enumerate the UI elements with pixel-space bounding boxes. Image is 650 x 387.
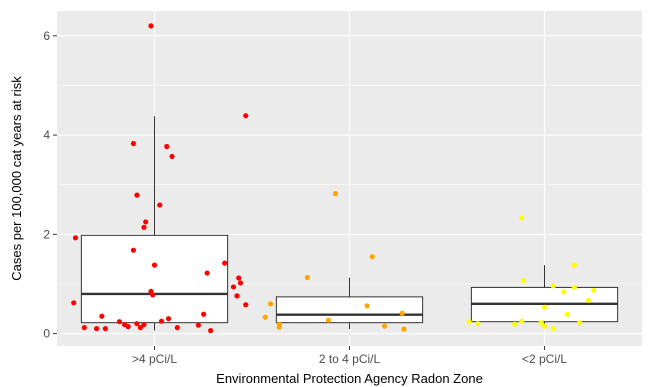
points-layer [71,23,597,334]
data-point [541,323,548,329]
data-point [520,277,527,284]
data-point [325,317,332,323]
data-point [222,260,228,266]
data-point [130,140,137,147]
data-point [125,324,131,330]
data-point [364,303,370,309]
data-point [195,322,201,328]
data-point [99,313,105,319]
y-axis: 0 2 4 6 [43,29,57,341]
box-body [80,234,229,324]
x-tick-label: <2 pCi/L [522,352,567,366]
data-point [591,287,597,294]
data-point [267,301,274,307]
box-body [275,296,424,324]
data-point [550,283,556,289]
data-point [237,280,244,286]
data-point [382,323,388,329]
data-point [561,289,567,295]
data-point [401,326,407,332]
data-point [158,318,165,324]
data-point [148,23,154,29]
box-group [80,116,229,331]
data-point [93,326,100,332]
data-point [369,254,375,260]
data-point [141,322,147,328]
data-point [236,275,242,281]
data-point [243,302,249,308]
data-point [519,215,525,221]
x-axis: >4 pCi/L 2 to 4 pCi/L <2 pCi/L [132,346,567,366]
data-point [475,321,481,327]
data-point [143,219,149,225]
data-point [208,328,214,334]
data-point [141,224,147,230]
data-point [512,321,518,327]
y-axis-title: Cases per 100,000 cat years at risk [9,76,24,281]
x-tick-label: 2 to 4 pCi/L [319,352,381,366]
data-point [276,324,282,330]
y-tick-label: 0 [43,327,50,341]
data-point [151,262,158,268]
y-tick-label: 4 [43,128,50,142]
data-point [164,143,170,150]
data-point [519,318,525,324]
data-point [577,320,583,326]
y-tick-label: 2 [43,227,50,241]
data-point [332,191,339,197]
data-point [550,326,556,332]
data-point [134,321,140,327]
data-point [174,325,180,331]
data-point [137,325,144,331]
x-axis-title: Environmental Protection Agency Radon Zo… [216,371,483,386]
box-group [275,277,424,330]
data-point [564,311,570,317]
box-group [470,265,619,328]
data-point [102,326,108,332]
data-point [201,311,207,317]
data-point [116,319,122,325]
data-point [466,319,472,325]
data-point [399,310,405,316]
data-point [150,292,156,298]
data-point [169,153,175,160]
data-point [541,304,548,310]
data-point [72,235,79,241]
data-point [571,262,577,268]
x-tick-label: >4 pCi/L [132,352,177,366]
data-point [585,297,591,303]
data-point [571,284,577,291]
data-point [157,202,163,208]
data-point [134,192,140,198]
data-point [304,274,310,281]
data-point [262,314,268,320]
data-point [234,293,240,299]
boxes-layer [80,116,619,331]
data-point [71,300,77,306]
y-tick-label: 6 [43,29,50,43]
data-point [81,325,87,331]
data-point [165,316,172,322]
data-point [130,247,137,253]
data-point [538,320,544,326]
data-point [204,270,210,276]
data-point [230,284,237,290]
data-point [243,113,249,119]
